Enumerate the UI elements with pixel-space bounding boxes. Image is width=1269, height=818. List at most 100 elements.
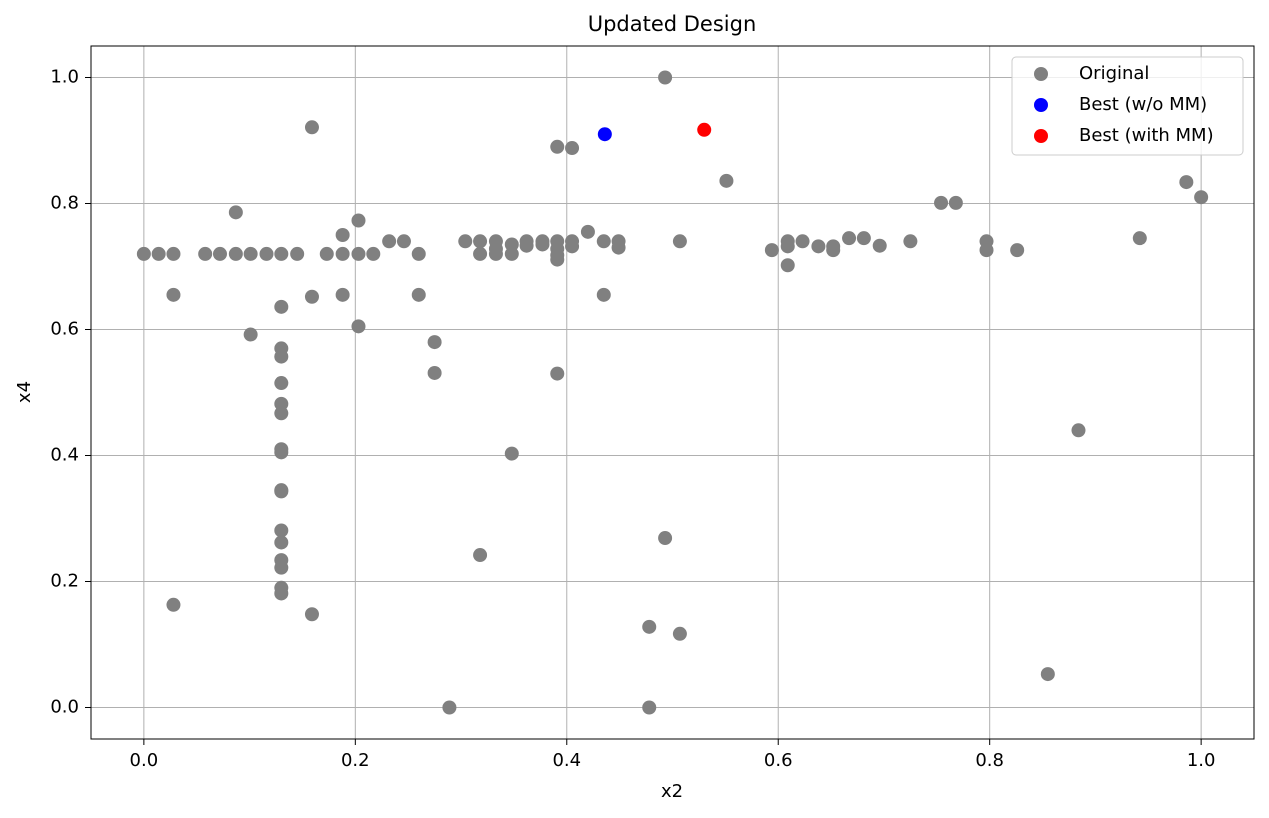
point (366, 246, 381, 261)
point (382, 234, 397, 249)
point (597, 127, 612, 142)
point (856, 231, 871, 246)
x-tick-label: 0.6 (764, 750, 793, 771)
point (274, 246, 289, 261)
point (274, 349, 289, 364)
point (948, 195, 963, 210)
point (319, 246, 334, 261)
point (473, 246, 488, 261)
point (427, 365, 442, 380)
point (719, 173, 734, 188)
point (550, 139, 565, 154)
point (826, 243, 841, 258)
point (166, 287, 181, 302)
point (611, 240, 626, 255)
point (979, 243, 994, 258)
point (596, 287, 611, 302)
y-tick-label: 0.6 (50, 319, 79, 340)
point (842, 231, 857, 246)
point (151, 246, 166, 261)
point (351, 319, 366, 334)
x-tick-label: 0.8 (975, 750, 1004, 771)
point (243, 327, 258, 342)
point (580, 224, 595, 239)
point (473, 548, 488, 563)
point (351, 246, 366, 261)
point (1194, 190, 1209, 205)
point (243, 246, 258, 261)
point (519, 238, 534, 253)
point (780, 258, 795, 273)
legend-marker (1034, 98, 1048, 112)
legend-label: Best (w/o MM) (1079, 94, 1207, 115)
point (780, 239, 795, 254)
point (1010, 243, 1025, 258)
y-tick-label: 0.8 (50, 193, 79, 214)
point (198, 246, 213, 261)
point (903, 234, 918, 249)
point (550, 252, 565, 267)
legend-label: Original (1079, 63, 1149, 84)
point (811, 239, 826, 254)
point (535, 237, 550, 252)
point (473, 234, 488, 249)
legend-marker (1034, 129, 1048, 143)
point (166, 246, 181, 261)
y-axis-label: x4 (14, 381, 35, 403)
point (458, 234, 473, 249)
point (565, 141, 580, 156)
point (565, 239, 580, 254)
point (274, 523, 289, 538)
point (166, 597, 181, 612)
point (764, 243, 779, 258)
point (304, 289, 319, 304)
point (136, 246, 151, 261)
x-tick-label: 1.0 (1187, 750, 1216, 771)
y-tick-label: 0.4 (50, 445, 79, 466)
point (411, 246, 426, 261)
point (672, 234, 687, 249)
x-tick-label: 0.4 (552, 750, 581, 771)
point (504, 246, 519, 261)
point (259, 246, 274, 261)
point (872, 238, 887, 253)
legend-label: Best (with MM) (1079, 125, 1214, 146)
point (274, 299, 289, 314)
chart-title: Updated Design (588, 12, 757, 36)
point (596, 234, 611, 249)
point (274, 406, 289, 421)
point (411, 287, 426, 302)
point (274, 560, 289, 575)
point (396, 234, 411, 249)
point (642, 700, 657, 715)
point (427, 335, 442, 350)
point (351, 213, 366, 228)
point (697, 122, 712, 137)
point (550, 366, 565, 381)
point (488, 246, 503, 261)
point (304, 120, 319, 135)
point (658, 531, 673, 546)
point (672, 626, 687, 641)
point (228, 246, 243, 261)
y-tick-label: 0.0 (50, 697, 79, 718)
point (442, 700, 457, 715)
point (304, 607, 319, 622)
x-tick-label: 0.2 (341, 750, 370, 771)
point (274, 376, 289, 391)
point (290, 246, 305, 261)
legend-box (1011, 56, 1244, 156)
point (1179, 175, 1194, 190)
point (274, 445, 289, 460)
x-axis-label: x2 (661, 781, 683, 802)
point (642, 619, 657, 634)
plot-frame (90, 45, 1255, 740)
legend-marker (1034, 67, 1048, 81)
point (1040, 667, 1055, 682)
point (1071, 423, 1086, 438)
y-tick-label: 1.0 (50, 67, 79, 88)
point (274, 535, 289, 550)
point (228, 205, 243, 220)
x-tick-label: 0.0 (130, 750, 159, 771)
